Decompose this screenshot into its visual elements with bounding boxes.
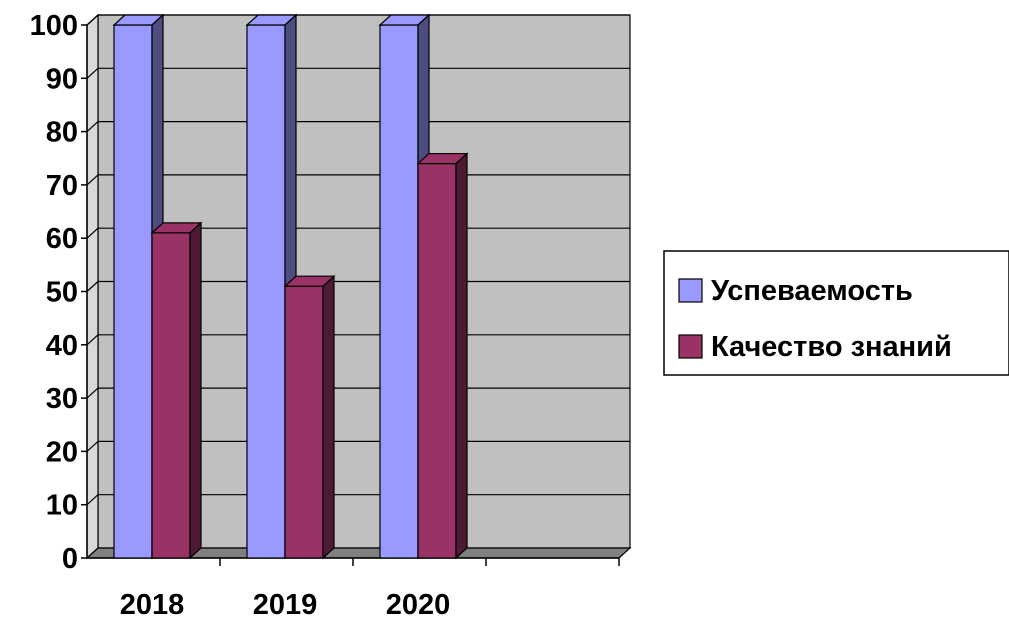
bar [417,162,457,559]
gridline-side [86,440,99,452]
y-tick-label: 100 [30,10,78,42]
x-tick-label: 2018 [120,589,185,619]
bar [284,285,324,559]
y-tick-label: 50 [46,277,78,309]
x-tick-label: 2019 [253,589,318,619]
bar-side [455,152,468,560]
gridline-side [86,67,99,79]
gridline-side [86,334,99,346]
bar-side [189,221,202,560]
legend-swatch [678,278,703,303]
y-tick-label: 70 [46,170,78,202]
y-tick-label: 30 [46,383,78,415]
legend-label: Качество знаний [711,331,952,363]
bar [113,24,153,559]
y-tick-label: 40 [46,330,78,362]
bar [246,24,286,559]
x-tick-label: 2020 [386,589,451,619]
gridline-side [86,387,99,399]
gridline-side [86,227,99,239]
y-tick-label: 20 [46,436,78,468]
gridline-side [86,121,99,133]
bar [379,24,419,559]
y-tick-label: 0 [62,543,78,575]
y-tick-label: 60 [46,223,78,255]
gridline-side [86,494,99,506]
bar [151,232,191,559]
y-tick-label: 10 [46,490,78,522]
y-tick-label: 90 [46,63,78,95]
gridline-side [86,281,99,292]
legend-label: Успеваемость [711,275,913,307]
gridline-side [86,174,99,186]
legend-box [663,250,1009,376]
bar-side [322,274,335,560]
gridline-side [86,14,99,26]
y-tick-label: 80 [46,117,78,149]
legend-swatch [678,334,703,359]
